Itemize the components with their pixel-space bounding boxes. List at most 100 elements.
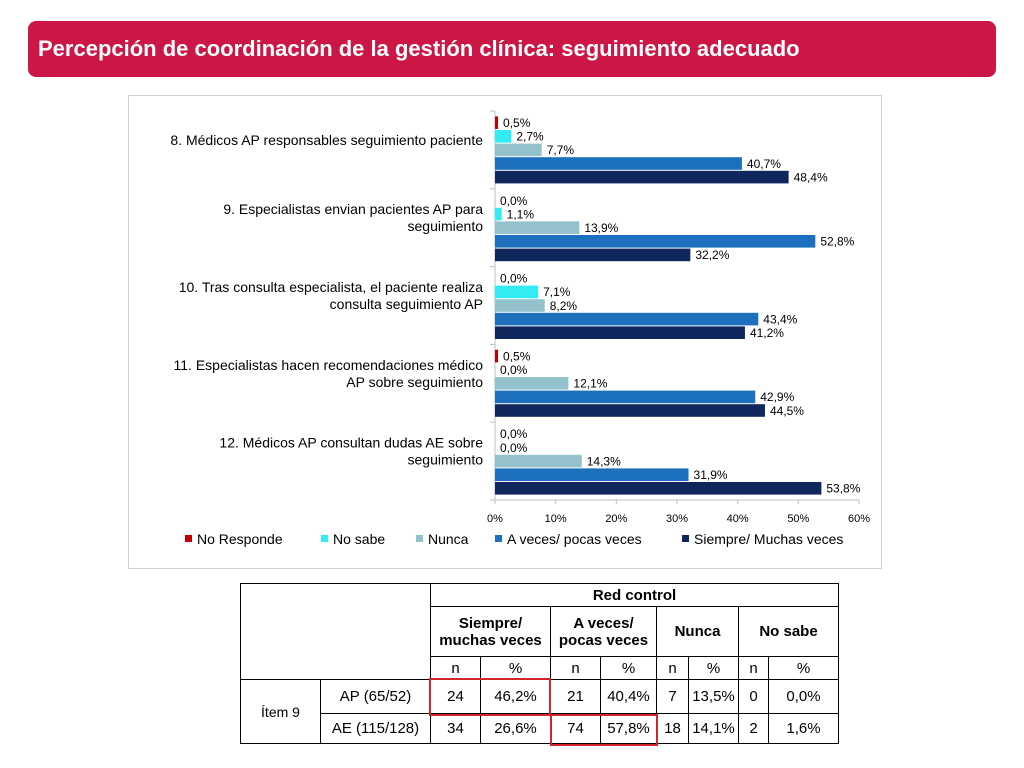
sub-header: % (480, 656, 551, 680)
data-label: 0,0% (500, 272, 528, 286)
results-table: Red control Siempre/ muchas veces A vece… (240, 583, 839, 744)
table-cell: 21 (550, 679, 601, 714)
bar (495, 248, 691, 262)
data-label: 8,2% (550, 299, 578, 313)
data-label: 52,8% (820, 235, 854, 249)
legend-label: No sabe (333, 531, 385, 547)
legend-label: A veces/ pocas veces (507, 531, 642, 547)
data-label: 13,9% (584, 221, 618, 235)
col-header-nosabe: No sabe (738, 606, 839, 657)
bar (495, 143, 542, 157)
table-cell: 24 (430, 679, 481, 714)
bar (495, 312, 759, 326)
col-header-line: A veces/ (573, 614, 634, 632)
data-label: 2,7% (516, 130, 544, 144)
table-cell: 2 (738, 713, 769, 744)
x-tick-label: 40% (727, 513, 749, 525)
table-cell: 34 (430, 713, 481, 744)
table-cell: 0,0% (768, 679, 839, 714)
bar (495, 454, 582, 468)
table-cell: 26,6% (480, 713, 551, 744)
bar (495, 130, 512, 143)
row-label: AP (65/52) (320, 679, 431, 714)
data-label: 0,0% (500, 363, 528, 377)
legend-label: Siempre/ Muchas veces (694, 531, 843, 547)
col-header-aveces: A veces/ pocas veces (550, 606, 657, 657)
data-label: 7,1% (543, 285, 571, 299)
sub-header: n (656, 656, 689, 680)
category-label: 12. Médicos AP consultan dudas AE sobre (219, 435, 483, 451)
data-label: 44,5% (770, 404, 804, 418)
table-cell: 14,1% (688, 713, 739, 744)
category-label: seguimiento (408, 452, 484, 468)
x-tick-label: 20% (605, 513, 627, 525)
category-label: 9. Especialistas envian pacientes AP par… (223, 201, 483, 217)
table-corner (240, 583, 431, 680)
bar (495, 390, 756, 404)
bar (495, 116, 499, 129)
bar (495, 299, 545, 312)
bar (495, 157, 742, 170)
x-tick-label: 60% (848, 513, 870, 525)
sub-header: n (550, 656, 601, 680)
row-label: AE (115/128) (320, 713, 431, 744)
col-header-line: No sabe (759, 623, 818, 640)
bar (495, 468, 689, 481)
legend-swatch (185, 535, 192, 542)
table-cell: 74 (550, 713, 601, 744)
bar (495, 207, 502, 221)
data-label: 0,5% (503, 349, 531, 363)
table-group-header: Red control (430, 583, 839, 607)
data-label: 41,2% (750, 326, 784, 340)
bar-chart: 0% 10% 20% 30% 40% 50% 60% 8. Médicos AP respon… (170, 110, 870, 547)
legend-swatch (416, 535, 423, 542)
legend-label: Nunca (428, 531, 469, 547)
col-header-line: Siempre/ (458, 614, 523, 632)
table-cell: 46,2% (480, 679, 551, 714)
bar (495, 482, 822, 495)
title-bar: Percepción de coordinación de la gestión… (28, 21, 996, 77)
bar (495, 349, 499, 363)
data-label: 1,1% (507, 207, 535, 221)
data-label: 7,7% (547, 143, 575, 157)
legend-label: No Responde (197, 531, 283, 547)
data-label: 14,3% (587, 454, 621, 468)
data-label: 0,0% (500, 427, 528, 441)
sub-header: % (688, 656, 739, 680)
sub-header: n (738, 656, 769, 680)
table-cell: 1,6% (768, 713, 839, 744)
col-header-line: pocas veces (558, 631, 649, 649)
table-cell: 0 (738, 679, 769, 714)
data-label: 0,5% (503, 116, 531, 130)
table-cell: 13,5% (688, 679, 739, 714)
sub-header: % (600, 656, 657, 680)
item-label: Ítem 9 (240, 679, 321, 744)
data-label: 43,4% (763, 312, 797, 326)
col-header-siempre: Siempre/ muchas veces (430, 606, 551, 657)
col-header-line: Nunca (674, 623, 721, 640)
bar (495, 170, 789, 184)
bar (495, 235, 816, 248)
table-cell: 57,8% (600, 713, 657, 744)
data-label: 0,0% (500, 441, 528, 455)
bar (495, 377, 569, 390)
x-tick-label: 50% (787, 513, 809, 525)
table-cell: 7 (656, 679, 689, 714)
data-label: 48,4% (794, 170, 828, 184)
data-label: 0,0% (500, 194, 528, 208)
table-cell: 18 (656, 713, 689, 744)
col-header-nunca: Nunca (656, 606, 739, 657)
legend-swatch (495, 535, 502, 542)
col-header-line: muchas veces (439, 631, 542, 649)
data-label: 53,8% (826, 482, 860, 496)
chart-frame: 0% 10% 20% 30% 40% 50% 60% 8. Médicos AP respon… (128, 95, 882, 569)
data-label: 42,9% (760, 390, 794, 404)
category-label: seguimiento (408, 218, 484, 234)
data-label: 32,2% (695, 248, 729, 262)
category-label: 11. Especialistas hacen recomendaciones … (174, 357, 484, 373)
bar (495, 404, 765, 417)
category-label: AP sobre seguimiento (346, 374, 483, 390)
table-cell: 40,4% (600, 679, 657, 714)
bar (495, 285, 539, 299)
page-title: Percepción de coordinación de la gestión… (38, 36, 800, 61)
